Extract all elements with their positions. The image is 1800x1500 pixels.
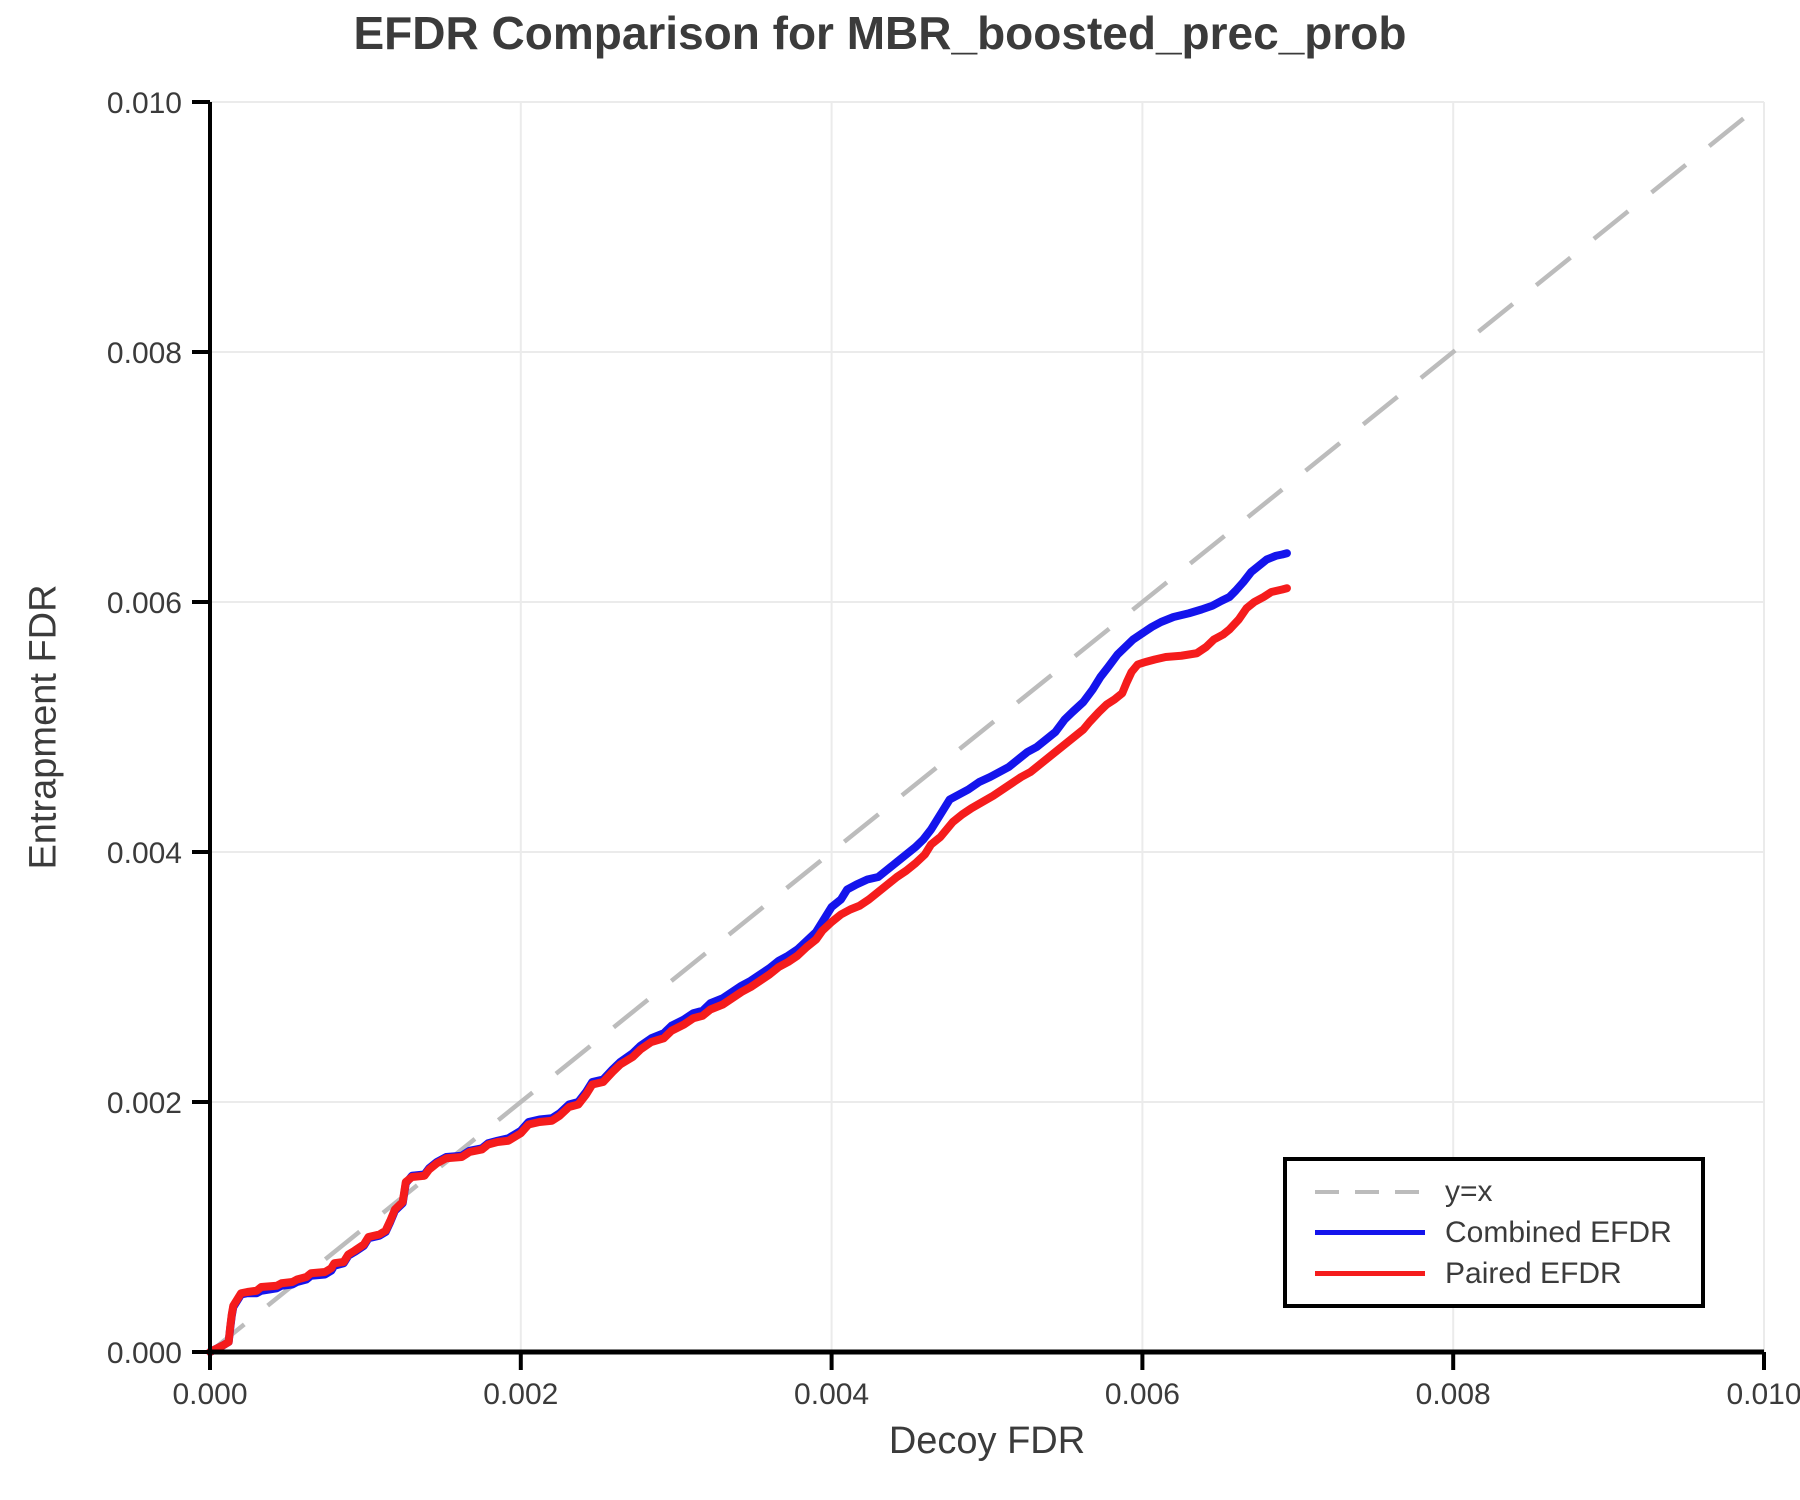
legend-label-yx: y=x xyxy=(1445,1174,1493,1208)
y-tick-label: 0.006 xyxy=(107,587,182,620)
x-tick-label: 0.008 xyxy=(1416,1378,1491,1411)
y-axis-label: Entrapment FDR xyxy=(22,584,65,870)
x-tick-label: 0.010 xyxy=(1726,1378,1800,1411)
x-tick-label: 0.000 xyxy=(172,1378,247,1411)
y-tick-label: 0.002 xyxy=(107,1087,182,1120)
combined-line-sample-icon xyxy=(1315,1230,1425,1235)
y-tick-label: 0.008 xyxy=(107,337,182,370)
legend-label-combined: Combined EFDR xyxy=(1445,1215,1672,1249)
y-tick-label: 0.010 xyxy=(107,87,182,120)
legend-entry-combined: Combined EFDR xyxy=(1315,1216,1701,1250)
legend: y=x Combined EFDR Paired EFDR xyxy=(1283,1157,1705,1308)
reference-line-y-equals-x xyxy=(208,100,1766,1354)
legend-label-paired: Paired EFDR xyxy=(1445,1256,1622,1290)
dashed-line-sample-icon xyxy=(1315,1189,1425,1194)
y-tick-label: 0.000 xyxy=(107,1337,182,1370)
x-tick-label: 0.006 xyxy=(1105,1378,1180,1411)
x-tick-label: 0.004 xyxy=(794,1378,869,1411)
legend-entry-yx: y=x xyxy=(1315,1175,1701,1209)
x-axis-label: Decoy FDR xyxy=(888,1420,1086,1462)
legend-entry-paired: Paired EFDR xyxy=(1315,1257,1701,1291)
chart-title: EFDR Comparison for MBR_boosted_prec_pro… xyxy=(353,7,1407,59)
series-line-combined-efdr xyxy=(206,549,1291,1356)
x-tick-label: 0.002 xyxy=(483,1378,558,1411)
paired-line-sample-icon xyxy=(1315,1271,1425,1276)
series-line-paired-efdr xyxy=(206,584,1291,1356)
y-tick-label: 0.004 xyxy=(107,837,182,870)
